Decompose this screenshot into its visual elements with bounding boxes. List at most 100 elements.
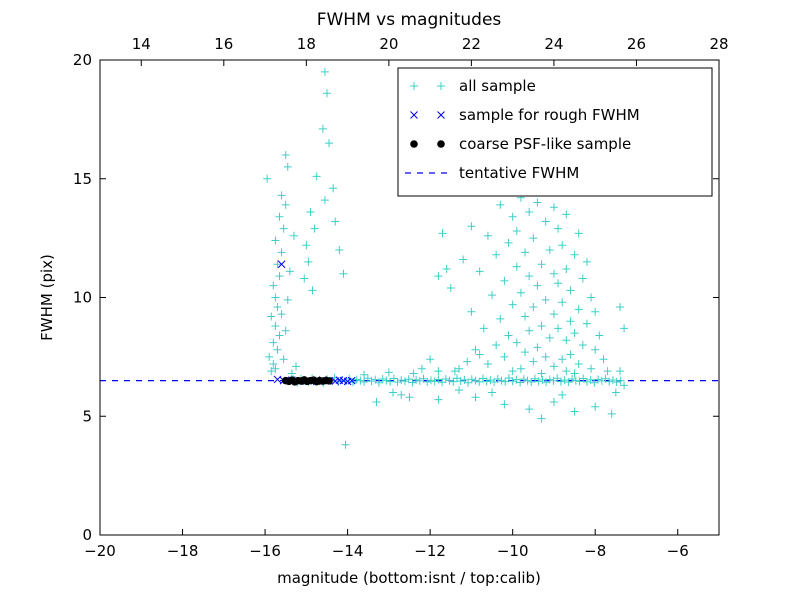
data-point-all-sample	[281, 151, 290, 159]
data-point-all-sample	[302, 241, 311, 250]
data-point-all-sample	[545, 375, 554, 384]
data-point-all-sample	[554, 224, 563, 233]
data-point-all-sample	[512, 338, 521, 347]
data-point-all-sample	[475, 377, 484, 386]
data-point-all-sample	[306, 208, 315, 216]
data-point-all-sample	[434, 395, 443, 404]
legend-label-all-sample: all sample	[459, 77, 536, 95]
data-point-all-sample	[492, 341, 501, 349]
data-point-all-sample	[417, 364, 426, 373]
data-point-all-sample	[273, 303, 282, 311]
data-point-all-sample	[273, 260, 282, 269]
data-point-all-sample	[591, 402, 600, 411]
data-point-all-sample	[463, 357, 472, 366]
data-point-all-sample	[537, 322, 546, 330]
data-point-all-sample	[455, 386, 464, 395]
data-point-all-sample	[603, 367, 612, 376]
data-point-all-sample	[492, 250, 501, 259]
data-point-all-sample	[534, 377, 543, 386]
data-point-all-sample	[541, 352, 550, 361]
data-point-all-sample	[400, 377, 409, 386]
data-point-all-sample	[504, 331, 513, 340]
data-point-all-sample	[508, 377, 517, 386]
data-point-all-sample	[605, 377, 614, 386]
y-tick-label: 0	[82, 526, 92, 544]
data-point-all-sample	[287, 369, 296, 378]
data-point-all-sample	[545, 333, 554, 342]
data-point-all-sample	[459, 255, 468, 264]
data-point-all-sample	[533, 343, 542, 352]
data-point-all-sample	[533, 281, 542, 290]
data-point-all-sample	[467, 307, 476, 316]
x-tick-label-bottom: −12	[414, 542, 446, 560]
data-point-all-sample	[404, 375, 413, 384]
data-point-all-sample	[279, 224, 288, 233]
data-point-all-sample	[570, 250, 579, 259]
data-point-all-sample	[570, 329, 579, 338]
data-point-all-sample	[508, 367, 517, 376]
data-point-all-sample	[568, 374, 577, 383]
data-point-all-sample	[430, 377, 439, 386]
data-point-all-sample	[594, 375, 603, 384]
y-axis-label: FWHM (pix)	[38, 254, 56, 341]
data-point-all-sample	[578, 274, 587, 283]
data-point-all-sample	[335, 246, 344, 254]
data-point-all-sample	[597, 376, 606, 385]
data-point-all-sample	[455, 364, 464, 373]
data-point-sample-for-rough-fwhm	[277, 260, 286, 269]
data-point-all-sample	[367, 377, 376, 386]
data-point-all-sample	[566, 317, 575, 326]
data-point-all-sample	[271, 322, 280, 330]
data-point-all-sample	[566, 350, 575, 359]
data-point-all-sample	[464, 378, 473, 387]
data-point-all-sample	[277, 191, 286, 200]
data-point-all-sample	[501, 377, 510, 386]
data-point-all-sample	[267, 367, 276, 376]
data-point-all-sample	[415, 376, 424, 385]
data-point-all-sample	[426, 355, 435, 364]
data-point-all-sample	[541, 295, 550, 304]
data-point-all-sample	[582, 377, 591, 386]
data-point-all-sample	[529, 234, 538, 243]
legend-marker-coarse-psf-like-sample	[437, 140, 445, 148]
data-point-all-sample	[279, 355, 288, 364]
data-point-all-sample	[570, 369, 579, 378]
data-point-all-sample	[384, 368, 393, 377]
x-tick-label-top: 16	[214, 35, 233, 53]
data-point-all-sample	[471, 376, 480, 385]
data-point-all-sample	[360, 377, 369, 386]
data-point-all-sample	[612, 378, 621, 387]
x-tick-label-top: 26	[627, 35, 646, 53]
data-point-all-sample	[289, 231, 298, 240]
data-point-all-sample	[574, 360, 583, 368]
y-tick-label: 20	[73, 51, 92, 69]
data-point-all-sample	[281, 200, 290, 209]
data-point-all-sample	[442, 265, 451, 273]
data-point-all-sample	[446, 284, 455, 292]
data-point-all-sample	[570, 407, 579, 416]
data-point-all-sample	[549, 269, 558, 278]
data-point-all-sample	[273, 345, 282, 354]
legend-label-tentative-fwhm: tentative FWHM	[459, 164, 579, 182]
legend-label-coarse-psf-like-sample: coarse PSF-like sample	[459, 135, 631, 153]
x-tick-label-top: 14	[132, 35, 151, 53]
data-point-all-sample	[525, 272, 534, 281]
data-point-all-sample	[554, 279, 563, 288]
data-point-all-sample	[508, 300, 517, 309]
data-point-all-sample	[275, 272, 284, 281]
x-tick-label-top: 20	[379, 35, 398, 53]
data-point-all-sample	[456, 377, 465, 386]
data-point-all-sample	[529, 303, 538, 311]
data-point-all-sample	[504, 238, 513, 247]
data-point-all-sample	[388, 388, 397, 397]
data-point-all-sample	[582, 319, 591, 328]
data-point-all-sample	[389, 374, 398, 383]
data-point-all-sample	[397, 390, 406, 399]
data-point-all-sample	[587, 364, 596, 373]
data-point-all-sample	[277, 248, 286, 257]
data-point-all-sample	[615, 303, 624, 311]
x-tick-label-top: 18	[297, 35, 316, 53]
data-point-all-sample	[312, 172, 321, 181]
data-point-all-sample	[599, 355, 608, 364]
